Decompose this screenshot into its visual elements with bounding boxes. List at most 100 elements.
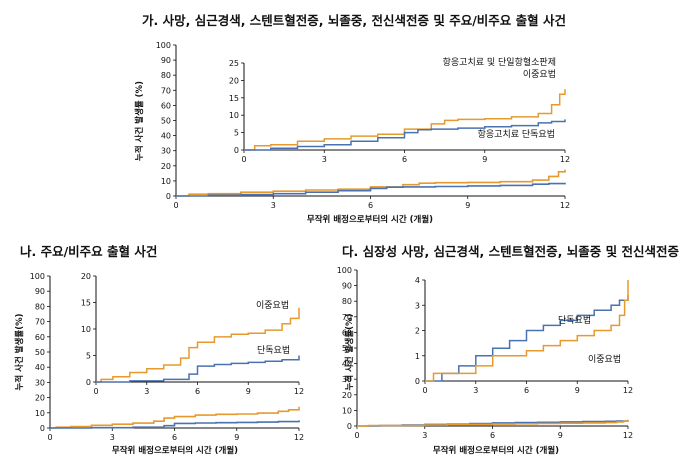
panel-a-main-ytick-label: 90 (161, 56, 171, 65)
panel-c-y-axis-label: 누적 사건 발생률(%) (344, 313, 355, 390)
panel-b-main-ytick-label: 80 (35, 302, 45, 311)
panel-b-inset-xtick-label: 9 (246, 387, 251, 396)
panel-c-main-dual-curve (357, 419, 629, 427)
panel-b-main-ytick-label: 100 (30, 272, 45, 281)
panel-a-chart: 0 10 20 30 40 50 60 70 80 90 100 0 3 6 9 12 0 5 10 15 20 25 0 3… (134, 41, 570, 225)
panel-b-inset-ytick-label: 20 (81, 272, 91, 281)
panel-b-main-xtick-label: 0 (47, 433, 52, 442)
panel-a-inset-xtick-label: 12 (560, 155, 570, 164)
panel-c-inset-xtick-label: 0 (422, 386, 427, 395)
panel-c-main-ytick-label: 10 (342, 406, 352, 415)
panel-b-main-xtick-label: 12 (294, 433, 304, 442)
panel-b-inset-ytick-label: 10 (81, 325, 91, 334)
panel-a-main-xtick-label: 0 (173, 201, 178, 210)
panel-a-inset-single-curve (244, 119, 566, 151)
panel-b-x-axis-label: 무작위 배정으로부터의 시간 (개월) (112, 445, 238, 456)
panel-c-main-ytick-label: 100 (337, 266, 352, 275)
panel-a-main-ytick-label: 20 (161, 162, 171, 171)
panel-b-main-xtick-label: 3 (110, 433, 115, 442)
panel-b-inset-single-curve (96, 355, 300, 383)
panel-b-title: 나. 주요/비주요 출혈 사건 (20, 244, 157, 259)
panel-a-main-ytick-label: 30 (161, 147, 171, 156)
panel-b-main-ytick-label: 0 (40, 424, 45, 433)
panel-a-main-ytick-label: 70 (161, 86, 171, 95)
panel-b-chart: 0 10 20 30 40 50 60 70 80 90 100 0 3 6 9 12 0 5 10 15 20 0 3 6 9… (14, 272, 304, 456)
panel-a-inset-xtick-label: 6 (402, 155, 407, 164)
panel-b-inset-xtick-label: 3 (144, 387, 149, 396)
panel-b-main-ytick-label: 20 (35, 394, 45, 403)
panel-a-main-ytick-label: 40 (161, 132, 171, 141)
panel-a-inset-dual-curve (244, 89, 566, 151)
panel-b-main-xtick-label: 9 (234, 433, 239, 442)
panel-c-main-ytick-label: 30 (342, 375, 352, 384)
panel-b-inset-dual-curve (96, 307, 300, 383)
panel-c-main-ytick-label: 20 (342, 391, 352, 400)
panel-c-main-xtick-label: 6 (490, 431, 495, 440)
panel-c-inset-xtick-label: 6 (524, 386, 529, 395)
panel-c-main-ytick-label: 70 (342, 313, 352, 322)
panel-c-inset-xtick-label: 3 (473, 386, 478, 395)
panel-b-inset-xtick-label: 0 (93, 387, 98, 396)
panel-c-dual-label: 이중요법 (588, 354, 621, 365)
panel-a-x-axis-label: 무작위 배정으로부터의 시간 (개월) (307, 214, 433, 225)
panel-a-inset-ytick-label: 10 (229, 111, 239, 120)
panel-b-dual-label: 이중요법 (256, 300, 289, 311)
panel-c-inset-xtick-label: 9 (575, 386, 580, 395)
panel-c-inset-xtick-label: 12 (623, 386, 633, 395)
panel-c-inset-ytick-label: 2 (415, 327, 420, 336)
panel-a-title: 가. 사망, 심근경색, 스텐트혈전증, 뇌졸중, 전신색전증 및 주요/비주요… (142, 13, 566, 28)
panel-a-dual-label-1: 항응고치료 및 단일항혈소판제 (443, 56, 556, 68)
panel-a-inset-ytick-label: 15 (229, 94, 239, 103)
panel-a-main-ytick-label: 80 (161, 71, 171, 80)
panel-c-main-ytick-label: 60 (342, 328, 352, 337)
panel-b-main-single-curve (50, 420, 300, 429)
panel-b-main-ytick-label: 60 (35, 333, 45, 342)
panel-a-inset-ytick-label: 5 (234, 129, 239, 138)
panel-c-main-xtick-label: 3 (422, 431, 427, 440)
panel-a-main-ytick-label: 10 (161, 177, 171, 186)
panel-c-main-ytick-label: 90 (342, 282, 352, 291)
panel-a-inset-ytick-label: 0 (234, 146, 239, 155)
panel-b-inset-xtick-label: 12 (294, 387, 304, 396)
panel-c-x-axis-label: 무작위 배정으로부터의 시간 (개월) (433, 445, 559, 456)
panel-b-main-ytick-label: 10 (35, 409, 45, 418)
panel-b-main-ytick-label: 50 (35, 348, 45, 357)
panel-c-main-xtick-label: 0 (354, 431, 359, 440)
panel-c-inset-single-curve (425, 295, 629, 382)
panel-a-main-ytick-label: 0 (166, 192, 171, 201)
panel-a-main-xtick-label: 9 (465, 201, 470, 210)
panel-a-main-dual-curve (176, 169, 566, 197)
panel-a-inset-xtick-label: 9 (482, 155, 487, 164)
panel-a-y-axis-label: 누적 사건 발생률 (%) (134, 81, 145, 161)
panel-b-y-axis-label: 누적 사건 발생률(%) (14, 313, 25, 390)
panel-c-single-label: 단독요법 (558, 315, 591, 326)
panel-c-main-ytick-label: 0 (347, 422, 352, 431)
panel-a-main-xtick-label: 6 (368, 201, 373, 210)
panel-b-inset-ytick-label: 5 (86, 352, 91, 361)
panel-a-inset-ytick-label: 25 (229, 59, 239, 68)
panel-b-inset-ytick-label: 0 (86, 378, 91, 387)
panel-a-main-ytick-label: 60 (161, 101, 171, 110)
panel-b-inset-xtick-label: 6 (195, 387, 200, 396)
panel-c-inset-dual-curve (425, 280, 629, 382)
panel-b-main-ytick-label: 90 (35, 287, 45, 296)
panel-a-main-single-curve (176, 182, 566, 197)
panel-c-main-ytick-label: 50 (342, 344, 352, 353)
panel-a-dual-label-2: 이중요법 (523, 69, 556, 80)
panel-b-main-ytick-label: 70 (35, 318, 45, 327)
panel-c-main-ytick-label: 40 (342, 360, 352, 369)
panel-b-main-ytick-label: 40 (35, 363, 45, 372)
panel-a-main-xtick-label: 12 (560, 201, 570, 210)
panel-a-inset-xtick-label: 3 (322, 155, 327, 164)
panel-a-main-ytick-label: 100 (156, 41, 171, 50)
panel-a-main-xtick-label: 3 (271, 201, 276, 210)
panel-a-single-label: 항응고치료 단독요법 (478, 128, 555, 140)
panel-c-title: 다. 심장성 사망, 심근경색, 스텐트혈전증, 뇌졸중 및 전신색전증 (342, 244, 679, 259)
panel-a-inset-xtick-label: 0 (241, 155, 246, 164)
panel-c-main-ytick-label: 80 (342, 297, 352, 306)
panel-c-inset-ytick-label: 3 (415, 301, 420, 310)
panel-c-main-xtick-label: 12 (623, 431, 633, 440)
panel-c-main-xtick-label: 9 (558, 431, 563, 440)
